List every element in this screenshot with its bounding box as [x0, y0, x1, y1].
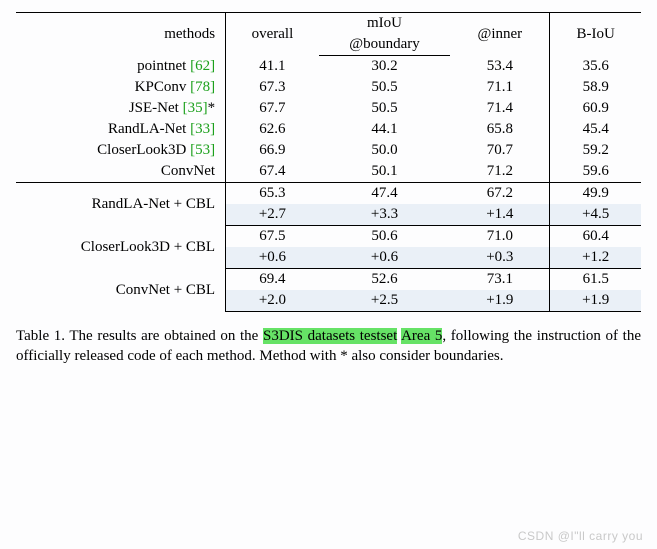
citation: [53]: [190, 142, 215, 158]
caption-highlight: S3DIS datasets testset: [263, 328, 397, 344]
method-name: KPConv: [135, 79, 190, 95]
cell-biou: 49.9: [550, 183, 641, 205]
caption-highlight: Area 5: [401, 328, 442, 344]
cell-biou: 60.4: [550, 226, 641, 248]
cell-biou-delta: +4.5: [550, 204, 641, 226]
method-name: RandLA-Net + CBL: [16, 183, 226, 226]
cell-biou-delta: +1.9: [550, 290, 641, 312]
cell-inner: 71.2: [450, 161, 550, 183]
cell-overall-delta: +2.0: [226, 290, 319, 312]
cell-biou: 59.2: [550, 140, 641, 161]
cell-boundary: 44.1: [319, 119, 450, 140]
cell-boundary: 52.6: [319, 269, 450, 291]
cell-overall: 66.9: [226, 140, 319, 161]
cell-biou: 58.9: [550, 77, 641, 98]
col-header-miou: mIoU: [319, 13, 450, 35]
citation: [35]: [183, 100, 208, 116]
cell-inner: 73.1: [450, 269, 550, 291]
table-row: RandLA-Net + CBL 65.3 47.4 67.2 49.9: [16, 183, 641, 205]
cell-inner: 71.4: [450, 98, 550, 119]
cell-inner: 53.4: [450, 56, 550, 78]
results-table: methods overall mIoU @inner B-IoU @bound…: [16, 12, 641, 312]
col-header-biou: B-IoU: [550, 13, 641, 56]
cell-overall: 41.1: [226, 56, 319, 78]
cell-overall: 67.5: [226, 226, 319, 248]
method-star: *: [208, 100, 216, 116]
col-header-methods: methods: [16, 13, 226, 56]
cell-overall-delta: +2.7: [226, 204, 319, 226]
table-row: ConvNet + CBL 69.4 52.6 73.1 61.5: [16, 269, 641, 291]
table-row: ConvNet 67.4 50.1 71.2 59.6: [16, 161, 641, 183]
cell-biou: 61.5: [550, 269, 641, 291]
cell-boundary: 47.4: [319, 183, 450, 205]
method-name: JSE-Net: [129, 100, 183, 116]
cell-boundary: 30.2: [319, 56, 450, 78]
table-row: CloserLook3D [53] 66.9 50.0 70.7 59.2: [16, 140, 641, 161]
cell-biou: 60.9: [550, 98, 641, 119]
cell-boundary: 50.0: [319, 140, 450, 161]
cell-boundary: 50.5: [319, 98, 450, 119]
cell-boundary: 50.5: [319, 77, 450, 98]
cell-inner: 70.7: [450, 140, 550, 161]
table-row: KPConv [78] 67.3 50.5 71.1 58.9: [16, 77, 641, 98]
method-name: ConvNet: [161, 163, 215, 179]
method-name: ConvNet + CBL: [16, 269, 226, 312]
citation: [33]: [190, 121, 215, 137]
cell-biou: 45.4: [550, 119, 641, 140]
cell-biou: 35.6: [550, 56, 641, 78]
citation: [62]: [190, 58, 215, 74]
cell-biou-delta: +1.2: [550, 247, 641, 269]
cell-biou: 59.6: [550, 161, 641, 183]
caption-lead: Table 1. The results are obtained on the: [16, 328, 263, 344]
cell-boundary: 50.6: [319, 226, 450, 248]
cell-boundary-delta: +3.3: [319, 204, 450, 226]
cell-overall: 69.4: [226, 269, 319, 291]
cell-inner-delta: +1.9: [450, 290, 550, 312]
cell-overall: 67.4: [226, 161, 319, 183]
citation: [78]: [190, 79, 215, 95]
cell-inner: 67.2: [450, 183, 550, 205]
watermark: CSDN @I"ll carry you: [518, 529, 643, 543]
cell-overall: 67.7: [226, 98, 319, 119]
table-row: CloserLook3D + CBL 67.5 50.6 71.0 60.4: [16, 226, 641, 248]
table-row: pointnet [62] 41.1 30.2 53.4 35.6: [16, 56, 641, 78]
cell-overall: 67.3: [226, 77, 319, 98]
method-name: CloserLook3D: [97, 142, 190, 158]
cell-inner: 65.8: [450, 119, 550, 140]
method-name: CloserLook3D + CBL: [16, 226, 226, 269]
table-row: JSE-Net [35]* 67.7 50.5 71.4 60.9: [16, 98, 641, 119]
cell-boundary-delta: +0.6: [319, 247, 450, 269]
table-row: RandLA-Net [33] 62.6 44.1 65.8 45.4: [16, 119, 641, 140]
cell-inner: 71.1: [450, 77, 550, 98]
cell-overall-delta: +0.6: [226, 247, 319, 269]
col-header-overall: overall: [226, 13, 319, 56]
col-header-boundary: @boundary: [319, 34, 450, 56]
cell-overall: 65.3: [226, 183, 319, 205]
cell-overall: 62.6: [226, 119, 319, 140]
cell-inner-delta: +0.3: [450, 247, 550, 269]
cell-boundary-delta: +2.5: [319, 290, 450, 312]
cell-inner: 71.0: [450, 226, 550, 248]
cell-boundary: 50.1: [319, 161, 450, 183]
col-header-inner: @inner: [450, 13, 550, 56]
method-name: pointnet: [137, 58, 190, 74]
method-name: RandLA-Net: [108, 121, 190, 137]
table-caption: Table 1. The results are obtained on the…: [16, 326, 641, 367]
cell-inner-delta: +1.4: [450, 204, 550, 226]
